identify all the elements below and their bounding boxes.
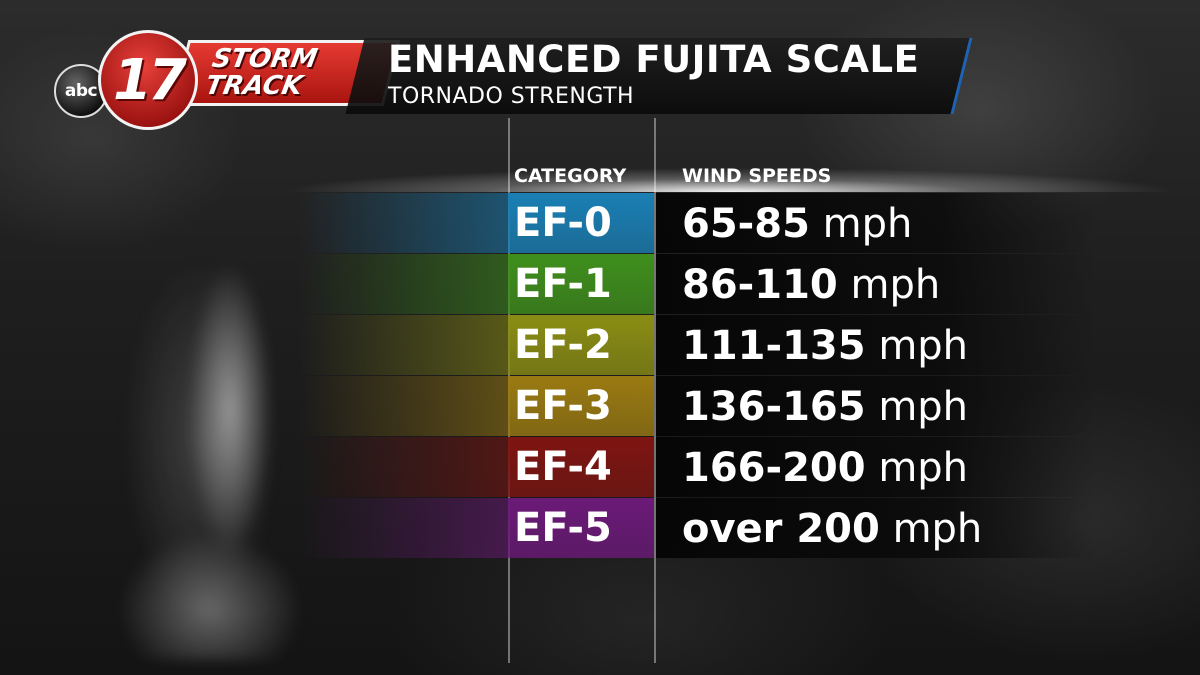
wind-speeds-column-header: WIND SPEEDS: [682, 165, 832, 187]
wind-speed-cell: [656, 193, 1096, 253]
wind-speed-value: 86-110 mph: [682, 260, 940, 310]
category-label: EF-3: [514, 383, 612, 429]
wind-speed-value: 65-85 mph: [682, 199, 912, 249]
station-logo: abc STORM TRACK 17: [54, 22, 401, 130]
category-column-header: CATEGORY: [514, 165, 627, 187]
category-color-cell: [508, 315, 654, 375]
column-divider-right: [654, 118, 656, 663]
category-label: EF-1: [514, 261, 612, 307]
category-label: EF-2: [514, 322, 612, 368]
category-color-cell: [508, 376, 654, 436]
graphic-title: ENHANCED FUJITA SCALE: [388, 38, 920, 81]
row-color-fade: [300, 193, 508, 253]
row-color-fade: [300, 315, 508, 375]
wind-speed-range: 166-200: [682, 445, 866, 491]
wind-speed-value: 136-165 mph: [682, 382, 968, 432]
table-row: EF-1 86-110 mph: [0, 254, 1200, 314]
category-color-cell: [508, 254, 654, 314]
table-row: EF-4 166-200 mph: [0, 437, 1200, 497]
channel-17-disc: 17: [98, 30, 198, 130]
channel-number: 17: [113, 47, 187, 113]
table-row: EF-3 136-165 mph: [0, 376, 1200, 436]
table-row: EF-5 over 200 mph: [0, 498, 1200, 558]
category-color-cell: [508, 498, 654, 558]
wind-speed-unit: mph: [878, 384, 969, 430]
wind-speed-value: over 200 mph: [682, 504, 982, 554]
wind-speed-cell: [656, 437, 1096, 497]
wind-speed-unit: mph: [892, 506, 983, 552]
wind-speed-range: 65-85: [682, 201, 810, 247]
row-color-fade: [300, 498, 508, 558]
category-label: EF-0: [514, 200, 612, 246]
wind-speed-unit: mph: [878, 445, 969, 491]
row-color-fade: [300, 376, 508, 436]
wind-speed-unit: mph: [878, 323, 969, 369]
network-label: abc: [64, 81, 98, 101]
category-color-cell: [508, 193, 654, 253]
wind-speed-range: 86-110: [682, 262, 838, 308]
wind-speed-unit: mph: [850, 262, 941, 308]
wind-speed-cell: [656, 315, 1096, 375]
wind-speed-cell: [656, 254, 1096, 314]
row-color-fade: [300, 254, 508, 314]
wind-speed-range: 136-165: [682, 384, 866, 430]
wind-speed-cell: [656, 376, 1096, 436]
graphic-subtitle: TORNADO STRENGTH: [388, 84, 635, 109]
category-color-cell: [508, 437, 654, 497]
wind-speed-cell: [656, 498, 1096, 558]
table-row: EF-2 111-135 mph: [0, 315, 1200, 375]
category-label: EF-5: [514, 505, 612, 551]
wind-speed-unit: mph: [822, 201, 913, 247]
category-label: EF-4: [514, 444, 612, 490]
row-color-fade: [300, 437, 508, 497]
wind-speed-range: over 200: [682, 506, 880, 552]
header-light-glow: [285, 168, 1175, 192]
table-row: EF-0 65-85 mph: [0, 193, 1200, 253]
wind-speed-value: 111-135 mph: [682, 321, 968, 371]
wind-speed-value: 166-200 mph: [682, 443, 968, 493]
wind-speed-range: 111-135: [682, 323, 866, 369]
